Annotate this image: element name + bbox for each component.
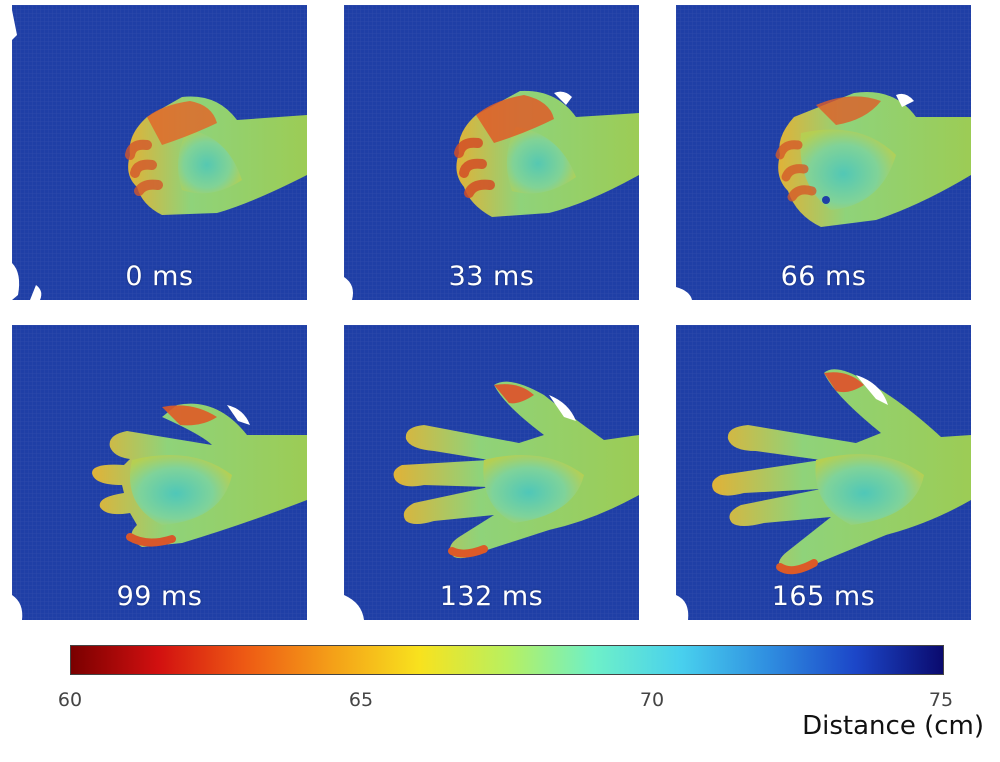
- hand-depth-map: [12, 325, 307, 620]
- frame-time-label: 33 ms: [448, 261, 535, 292]
- frame-time-label: 99 ms: [116, 581, 203, 612]
- fist-depth-map: [676, 5, 971, 300]
- colorbar-title: Distance (cm): [802, 711, 984, 741]
- frame-0ms: 0 ms: [12, 5, 307, 300]
- frame-165ms: 165 ms: [676, 325, 971, 620]
- frame-99ms: 99 ms: [12, 325, 307, 620]
- frame-time-label: 66 ms: [780, 261, 867, 292]
- fist-depth-map: [12, 5, 307, 300]
- frame-time-label: 132 ms: [439, 581, 544, 612]
- colorbar-tick: 70: [639, 689, 665, 711]
- frame-33ms: 33 ms: [344, 5, 639, 300]
- hand-depth-map: [344, 325, 639, 620]
- colorbar-tick: 60: [57, 689, 83, 711]
- frame-time-label: 0 ms: [125, 261, 194, 292]
- colorbar-tick: 75: [928, 689, 954, 711]
- frame-time-label: 165 ms: [771, 581, 876, 612]
- distance-colorbar: [70, 645, 944, 675]
- frame-132ms: 132 ms: [344, 325, 639, 620]
- hand-depth-map: [676, 325, 971, 620]
- fist-depth-map: [344, 5, 639, 300]
- colorbar-tick: 65: [348, 689, 374, 711]
- frame-66ms: 66 ms: [676, 5, 971, 300]
